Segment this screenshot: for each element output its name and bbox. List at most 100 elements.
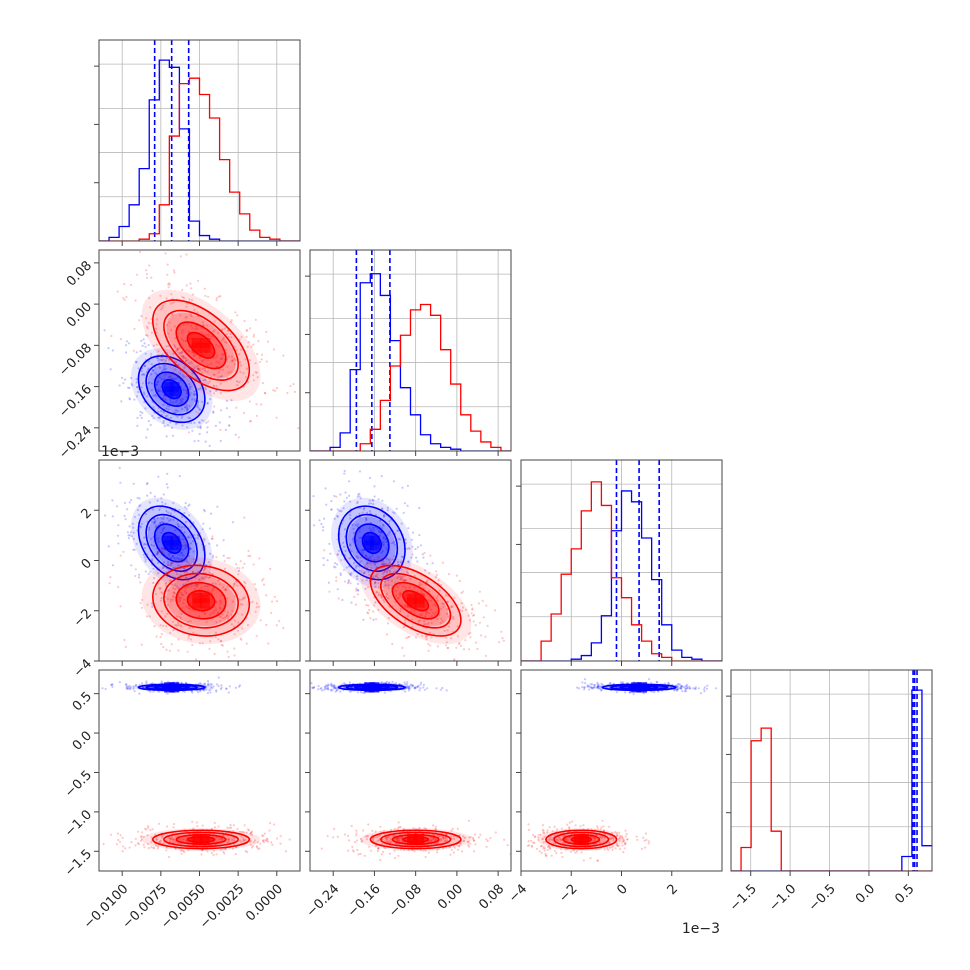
scatter-point [173,591,176,594]
scatter-point [166,575,169,578]
scatter-point [349,544,352,547]
scatter-point [184,360,188,363]
scatter-point [209,691,212,694]
scatter-point [197,367,200,370]
scatter-point [155,327,158,330]
scatter-point [537,836,540,839]
scatter-point [259,842,262,845]
scatter-point [172,595,175,598]
scatter-point [377,839,381,842]
scatter-point [247,555,250,558]
scatter-point [418,581,421,584]
scatter-point [137,367,140,370]
scatter-point [184,364,187,367]
scatter-point [561,855,564,859]
scatter-point [203,508,206,511]
scatter-point [203,510,206,513]
scatter-point [683,690,687,693]
scatter-point [411,531,415,534]
scatter-point [199,570,202,573]
scatter-point [359,556,362,559]
scatter-point [222,554,225,557]
scatter-point [135,683,138,686]
scatter-point [239,637,242,640]
scatter-point [160,680,163,683]
scatter-point [551,838,554,841]
scatter-point [212,384,215,388]
scatter-point [670,686,673,689]
scatter-point [459,644,463,648]
scatter-point [189,620,192,623]
scatter-point [249,419,252,423]
scatter-point [703,686,706,689]
scatter-point [453,837,456,841]
scatter-point [452,851,455,854]
scatter-point [243,824,246,827]
scatter-point [551,830,554,833]
scatter-point [486,839,489,843]
scatter-point [420,589,423,592]
scatter-point [219,619,222,623]
scatter-point [134,360,138,363]
contour-0-0 [361,531,383,555]
scatter-point [467,614,470,617]
scatter-point [395,507,398,510]
scatter-point [612,839,615,842]
scatter-point [246,828,250,831]
scatter-point [125,340,129,343]
scatter-point [207,295,210,298]
scatter-point [206,431,209,434]
scatter-point [222,353,225,356]
scatter-point [179,399,183,402]
scatter-point [232,625,236,629]
scatter-point [551,838,554,841]
contour-1-3 [369,829,462,850]
scatter-point [185,404,189,407]
scatter-point [397,597,400,600]
scatter-point [677,682,680,686]
scatter-point [136,273,139,276]
scatter-point [328,600,330,602]
scatter-point [132,548,135,551]
scatter-point [358,561,361,564]
scatter-point [160,591,163,594]
scatter-point [378,834,382,837]
scatter-point [203,682,206,685]
scatter-point [616,832,619,835]
scatter-point [172,535,175,538]
scatter-point [167,511,170,514]
scatter-point [680,687,683,691]
scatter-point [347,581,350,585]
scatter-point [336,563,339,566]
scatter-point [432,603,435,606]
scatter-point [599,687,602,690]
scatter-point [195,410,198,413]
scatter-point [413,686,416,690]
scatter-point [156,847,159,850]
scatter-point [384,837,387,840]
scatter-point [152,394,155,397]
scatter-point [304,371,306,373]
y-tick-label: −4 [71,656,95,680]
scatter-point [147,321,150,324]
scatter-point [206,364,209,367]
scatter-point [378,586,381,589]
scatter-point [402,626,405,629]
scatter-point [234,686,238,689]
scatter-point [137,830,140,833]
scatter-point [372,610,375,613]
scatter-point [438,589,441,592]
scatter-point [361,579,364,582]
scatter-point [382,560,385,563]
scatter-point [406,504,409,507]
scatter-point [333,517,336,520]
scatter-point [145,436,148,439]
scatter-point [383,829,386,833]
scatter-point [374,845,377,848]
scatter-point [416,632,419,636]
scatter-point [222,617,225,620]
scatter-point [378,530,381,534]
scatter-point [568,827,571,830]
scatter-point [138,497,141,500]
scatter-point [365,557,368,560]
